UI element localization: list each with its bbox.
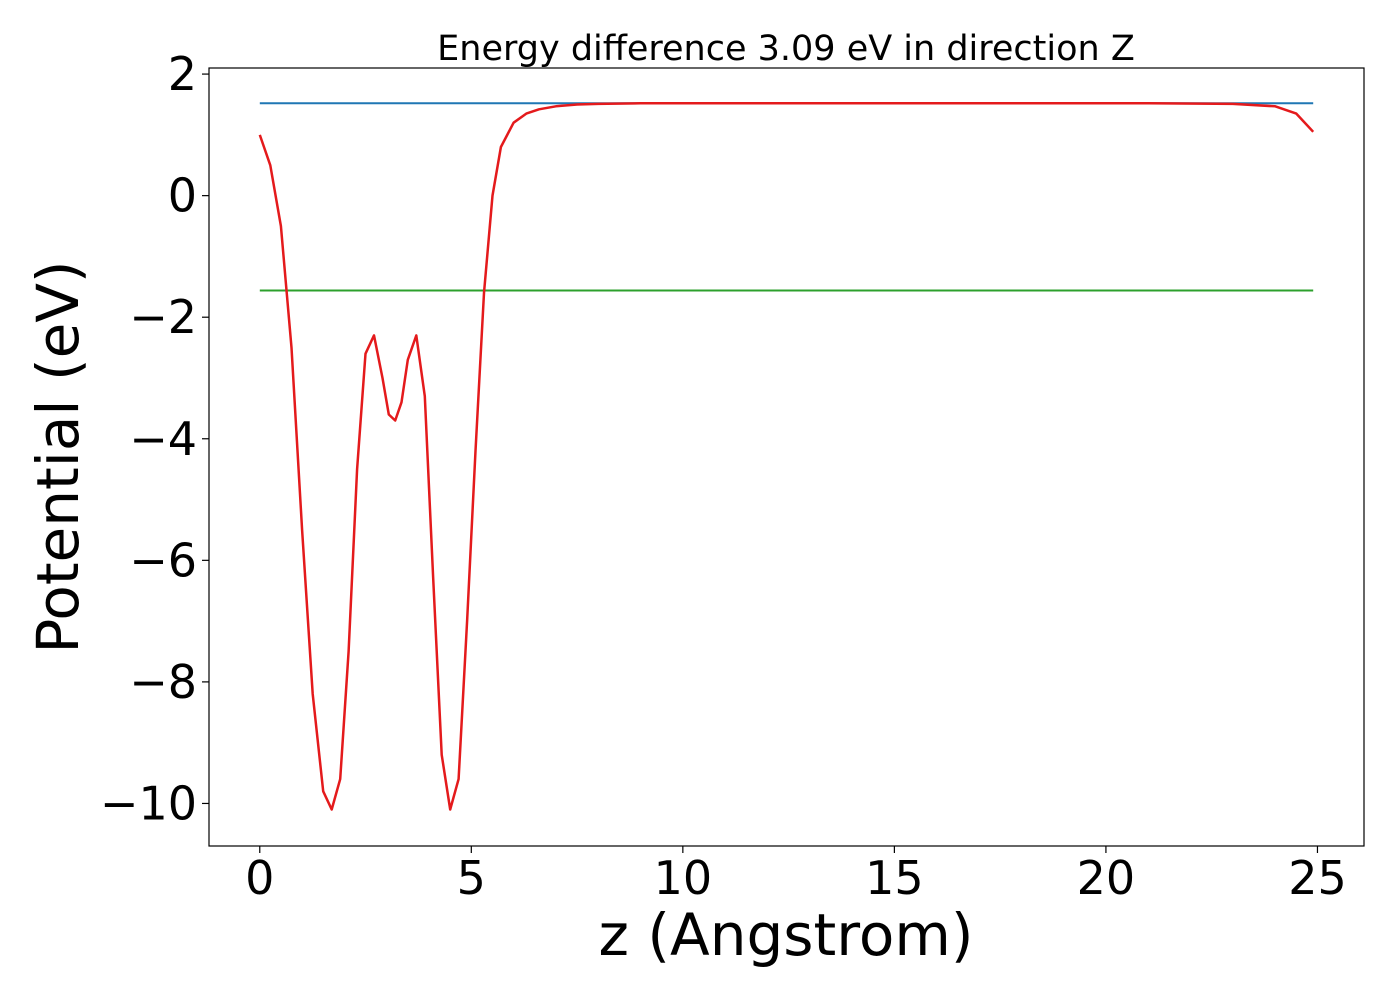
plot-frame xyxy=(208,67,1365,847)
x-tick-label: 5 xyxy=(457,851,486,905)
x-axis-label: z (Angstrom) xyxy=(599,901,974,969)
y-tick-label: −6 xyxy=(129,533,197,587)
y-axis-ticks: 2 0 −2 −4 −6 −8 −10 xyxy=(100,47,209,830)
x-axis-ticks: 0 5 10 15 20 25 xyxy=(245,846,1347,905)
plot-series xyxy=(258,102,1315,811)
y-tick-label: −8 xyxy=(129,655,197,709)
x-tick-label: 0 xyxy=(245,851,274,905)
y-axis-label: Potential (eV) xyxy=(24,260,92,653)
y-tick-label: −10 xyxy=(100,776,197,830)
x-tick-label: 25 xyxy=(1288,851,1347,905)
x-tick-label: 20 xyxy=(1077,851,1136,905)
y-tick-label: 0 xyxy=(168,169,197,223)
y-tick-label: −2 xyxy=(129,290,197,344)
y-tick-label: −4 xyxy=(129,412,197,466)
y-tick-label: 2 xyxy=(168,47,197,101)
x-tick-label: 10 xyxy=(654,851,713,905)
chart-title: Energy difference 3.09 eV in direction Z xyxy=(437,29,1135,69)
series-line-2 xyxy=(258,102,1315,811)
x-tick-label: 15 xyxy=(865,851,924,905)
